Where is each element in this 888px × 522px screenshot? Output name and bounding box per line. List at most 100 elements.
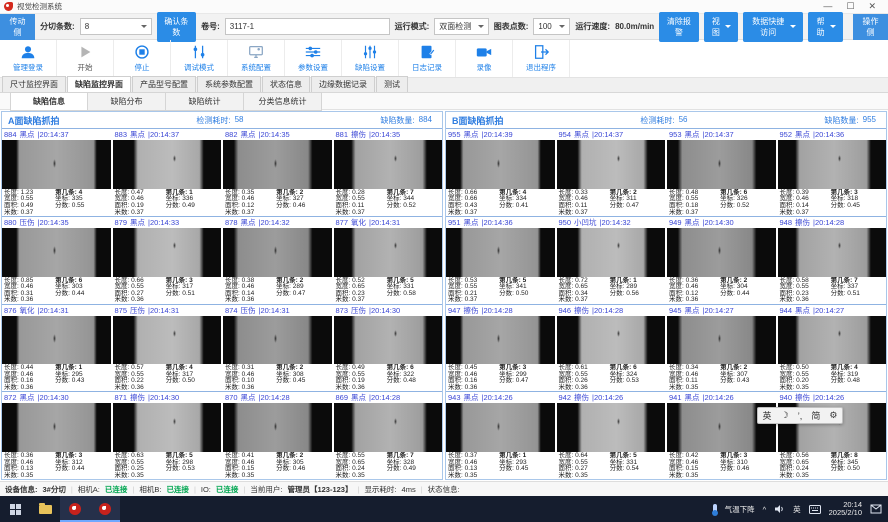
tab-edge-data-record[interactable]: 边缘数据记录 <box>311 76 375 92</box>
parameter-settings-button[interactable]: 参数设置 <box>285 40 342 77</box>
defect-thumbnail[interactable] <box>223 315 332 365</box>
defect-thumbnail[interactable] <box>223 227 332 277</box>
defect-thumbnail[interactable] <box>333 140 442 189</box>
exit-program-button[interactable]: 退出程序 <box>513 40 570 77</box>
defect-thumbnail[interactable] <box>333 227 442 277</box>
ime-language[interactable]: 英 <box>762 411 772 421</box>
defect-cell[interactable]: 944 黑点 |20:14:27 长度: 0.50 宽度: 0.55 面积: 0… <box>777 305 886 392</box>
close-button[interactable]: ✕ <box>868 1 876 11</box>
defect-cell[interactable]: 949 黑点 |20:14:30 长度: 0.36 宽度: 0.46 面积: 0… <box>667 217 776 304</box>
file-explorer-button[interactable] <box>30 496 60 522</box>
start-button[interactable]: 开始 <box>57 40 114 77</box>
help-menu-button[interactable]: 帮助 <box>808 11 843 42</box>
defect-cell[interactable]: 948 擦伤 |20:14:28 长度: 0.58 宽度: 0.55 面积: 0… <box>777 217 886 304</box>
clock[interactable]: 20:14 2025/2/10 <box>829 501 862 517</box>
run-mode-select[interactable]: 双面检测 <box>434 18 489 35</box>
defect-cell[interactable]: 884 黑点 |20:14:37 长度: 1.23 宽度: 0.55 面积: 0… <box>2 129 111 216</box>
defect-thumbnail[interactable] <box>667 140 776 189</box>
defect-cell[interactable]: 941 黑点 |20:14:26 长度: 0.42 宽度: 0.46 面积: 0… <box>667 392 776 479</box>
system-config-button[interactable]: 系统配置 <box>228 40 285 77</box>
defect-thumbnail[interactable] <box>777 227 886 277</box>
debug-mode-button[interactable]: 调试模式 <box>171 40 228 77</box>
log-record-button[interactable]: 日志记录 <box>399 40 456 77</box>
defect-thumbnail[interactable] <box>777 315 886 365</box>
defect-thumbnail[interactable] <box>2 315 111 365</box>
view-menu-button[interactable]: 视图 <box>703 11 739 42</box>
defect-cell[interactable]: 947 擦伤 |20:14:28 长度: 0.45 宽度: 0.46 面积: 0… <box>446 305 555 392</box>
defect-thumbnail[interactable] <box>446 227 555 277</box>
defect-cell[interactable]: 953 黑点 |20:14:37 长度: 0.48 宽度: 0.55 面积: 0… <box>667 129 776 216</box>
defect-cell[interactable]: 877 氧化 |20:14:31 长度: 0.52 宽度: 0.65 面积: 0… <box>333 217 442 304</box>
defect-thumbnail[interactable] <box>112 140 221 189</box>
stop-button[interactable]: 停止 <box>114 40 171 77</box>
defect-thumbnail[interactable] <box>333 315 442 365</box>
defect-thumbnail[interactable] <box>112 227 221 277</box>
defect-cell[interactable]: 955 黑点 |20:14:39 长度: 0.66 宽度: 0.66 面积: 0… <box>446 129 555 216</box>
defect-cell[interactable]: 952 黑点 |20:14:36 长度: 0.39 宽度: 0.46 面积: 0… <box>777 129 886 216</box>
defect-cell[interactable]: 940 擦伤 |20:14:26 长度: 0.56 宽度: 0.65 面积: 0… <box>777 392 886 479</box>
defect-thumbnail[interactable] <box>556 140 665 189</box>
defect-thumbnail[interactable] <box>556 403 665 452</box>
split-count-select[interactable]: 8 <box>79 18 152 35</box>
defect-settings-button[interactable]: 缺陷设置 <box>342 40 399 77</box>
defect-cell[interactable]: 878 黑点 |20:14:32 长度: 0.38 宽度: 0.46 面积: 0… <box>223 217 332 304</box>
admin-login-button[interactable]: 管理登录 <box>0 40 57 77</box>
defect-cell[interactable]: 881 擦伤 |20:14:35 长度: 0.28 宽度: 0.55 面积: 0… <box>333 129 442 216</box>
subtab-defect-distribution[interactable]: 缺陷分布 <box>88 91 166 111</box>
clear-alarm-button[interactable]: 清除报警 <box>659 11 699 42</box>
start-menu-button[interactable] <box>0 496 30 522</box>
defect-thumbnail[interactable] <box>223 140 332 189</box>
operator-side-button[interactable]: 操作侧 <box>852 13 888 40</box>
ime-moon-icon[interactable]: ☽ <box>780 410 789 420</box>
defect-cell[interactable]: 954 黑点 |20:14:37 长度: 0.33 宽度: 0.46 面积: 0… <box>556 129 665 216</box>
thermometer-icon[interactable] <box>711 503 718 516</box>
tab-product-model-config[interactable]: 产品型号配置 <box>132 76 196 92</box>
defect-cell[interactable]: 869 黑点 |20:14:28 长度: 0.55 宽度: 0.65 面积: 0… <box>333 392 442 479</box>
defect-thumbnail[interactable] <box>223 403 332 452</box>
subtab-defect-statistics[interactable]: 缺陷统计 <box>166 91 244 111</box>
defect-cell[interactable]: 870 黑点 |20:14:28 长度: 0.41 宽度: 0.46 面积: 0… <box>223 392 332 479</box>
inspection-app-button-2[interactable] <box>90 496 120 522</box>
chart-points-select[interactable]: 100 <box>533 18 571 35</box>
defect-cell[interactable]: 880 压伤 |20:14:35 长度: 0.85 宽度: 0.46 面积: 0… <box>2 217 111 304</box>
defect-thumbnail[interactable] <box>112 403 221 452</box>
drive-side-button[interactable]: 传动侧 <box>0 13 36 40</box>
defect-cell[interactable]: 950 小凹坑 |20:14:32 长度: 0.72 宽度: 0.65 面积: … <box>556 217 665 304</box>
defect-cell[interactable]: 946 擦伤 |20:14:28 长度: 0.61 宽度: 0.55 面积: 0… <box>556 305 665 392</box>
tab-status-info[interactable]: 状态信息 <box>262 76 310 92</box>
tab-size-monitor[interactable]: 尺寸监控界面 <box>2 76 66 92</box>
tab-test[interactable]: 测试 <box>376 76 408 92</box>
defect-cell[interactable]: 883 黑点 |20:14:37 长度: 0.47 宽度: 0.46 面积: 0… <box>112 129 221 216</box>
defect-cell[interactable]: 942 擦伤 |20:14:26 长度: 0.64 宽度: 0.55 面积: 0… <box>556 392 665 479</box>
defect-cell[interactable]: 943 黑点 |20:14:26 长度: 0.37 宽度: 0.46 面积: 0… <box>446 392 555 479</box>
record-video-button[interactable]: 录像 <box>456 40 513 77</box>
ime-toolbar[interactable]: 英 ☽ ’, 简 ⚙ <box>757 407 843 424</box>
keyboard-icon[interactable] <box>808 504 821 514</box>
ime-settings-icon[interactable]: ⚙ <box>829 410 838 420</box>
minimize-button[interactable]: — <box>823 1 833 11</box>
data-quick-access-button[interactable]: 数据快捷访问 <box>743 11 804 42</box>
defect-thumbnail[interactable] <box>556 227 665 277</box>
defect-cell[interactable]: 873 压伤 |20:14:30 长度: 0.49 宽度: 0.55 面积: 0… <box>333 305 442 392</box>
subtab-defect-info[interactable]: 缺陷信息 <box>10 91 88 111</box>
defect-cell[interactable]: 879 黑点 |20:14:33 长度: 0.66 宽度: 0.55 面积: 0… <box>112 217 221 304</box>
defect-thumbnail[interactable] <box>446 403 555 452</box>
defect-thumbnail[interactable] <box>777 140 886 189</box>
maximize-button[interactable]: ☐ <box>846 1 855 11</box>
inspection-app-button[interactable] <box>60 496 90 522</box>
weather-text[interactable]: 气温下降 <box>724 504 755 514</box>
notification-icon[interactable] <box>870 504 882 514</box>
defect-cell[interactable]: 871 擦伤 |20:14:30 长度: 0.63 宽度: 0.55 面积: 0… <box>112 392 221 479</box>
defect-thumbnail[interactable] <box>446 315 555 365</box>
defect-thumbnail[interactable] <box>2 140 111 189</box>
defect-cell[interactable]: 872 黑点 |20:14:30 长度: 0.36 宽度: 0.46 面积: 0… <box>2 392 111 479</box>
tab-defect-monitor[interactable]: 缺陷监控界面 <box>67 76 131 92</box>
defect-thumbnail[interactable] <box>667 227 776 277</box>
speaker-icon[interactable] <box>774 504 785 514</box>
defect-cell[interactable]: 874 压伤 |20:14:31 长度: 0.31 宽度: 0.46 面积: 0… <box>223 305 332 392</box>
defect-thumbnail[interactable] <box>2 403 111 452</box>
defect-cell[interactable]: 882 黑点 |20:14:35 长度: 0.35 宽度: 0.46 面积: 0… <box>223 129 332 216</box>
defect-thumbnail[interactable] <box>667 315 776 365</box>
ime-simplified[interactable]: 简 <box>811 411 821 421</box>
defect-thumbnail[interactable] <box>333 403 442 452</box>
